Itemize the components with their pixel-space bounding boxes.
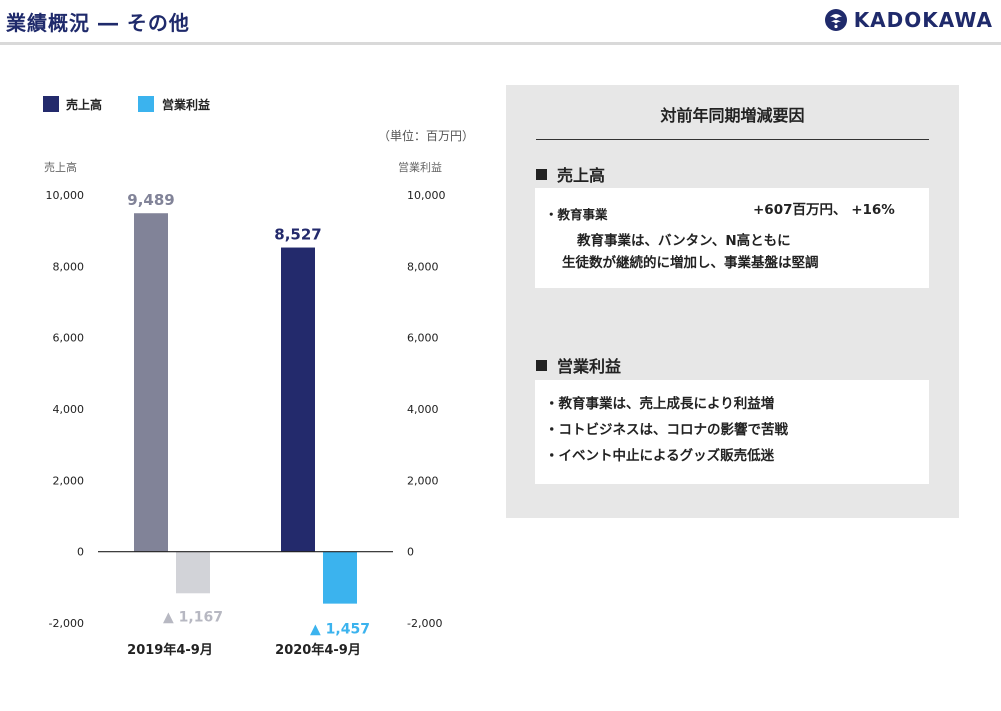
data-label-sales: 8,527 bbox=[274, 226, 321, 244]
sales-heading-text: 売上高 bbox=[557, 166, 606, 185]
y-axis-right: 10,000 8,000 6,000 4,000 2,000 0 -2,000 bbox=[407, 189, 446, 630]
x-category-label: 2019年4-9月 bbox=[127, 642, 213, 658]
y-tick-label-left: 8,000 bbox=[53, 260, 85, 273]
y-tick-label-left: 0 bbox=[77, 546, 84, 559]
sales-details-box: ・教育事業 +607百万円、 +16% 教育事業は、バンタン、N高ともに 生徒数… bbox=[535, 188, 929, 288]
x-axis-categories: 2019年4-9月 2020年4-9月 bbox=[127, 642, 361, 658]
legend-label-sales: 売上高 bbox=[66, 97, 102, 112]
bar-chart: 売上高 営業利益 （単位：百万円） 売上高 営業利益 10,000 8,000 6,… bbox=[43, 96, 474, 658]
data-label-operating-profit: ▲ 1,457 bbox=[310, 622, 370, 638]
y-axis-title-left: 売上高 bbox=[44, 160, 77, 174]
data-label-operating-profit: ▲ 1,167 bbox=[163, 609, 223, 625]
y-tick-label-right: 4,000 bbox=[407, 403, 439, 416]
y-tick-label-left: 6,000 bbox=[53, 332, 85, 345]
profit-item: ・教育事業は、売上成長により利益増 bbox=[545, 396, 775, 412]
profit-heading-text: 営業利益 bbox=[557, 357, 622, 376]
profit-item: ・イベント中止によるグッズ販売低迷 bbox=[545, 448, 775, 464]
y-axis-title-right: 営業利益 bbox=[398, 160, 442, 174]
bar-operating-profit bbox=[176, 551, 210, 594]
y-tick-label-right: -2,000 bbox=[407, 617, 442, 630]
header: 業績概況 ― その他 KADOKAWA bbox=[0, 0, 1001, 46]
square-bullet-icon bbox=[536, 359, 547, 371]
y-tick-label-right: 6,000 bbox=[407, 332, 439, 345]
unit-label: （単位：百万円） bbox=[378, 128, 474, 143]
profit-item: ・コトビジネスは、コロナの影響で苦戦 bbox=[545, 422, 788, 438]
y-tick-label-left: 2,000 bbox=[53, 474, 85, 487]
header-divider bbox=[0, 42, 1001, 45]
y-tick-label-left: 4,000 bbox=[53, 403, 85, 416]
square-bullet-icon bbox=[536, 168, 547, 180]
logo: KADOKAWA bbox=[824, 8, 993, 32]
y-tick-label-right: 0 bbox=[407, 546, 414, 559]
sales-item-label: ・教育事業 bbox=[545, 207, 608, 222]
kadokawa-emblem-icon bbox=[824, 9, 847, 31]
profit-details-box: ・教育事業は、売上成長により利益増 ・コトビジネスは、コロナの影響で苦戦 ・イベ… bbox=[535, 380, 929, 484]
bar-sales bbox=[281, 247, 315, 552]
sales-section-heading: 売上高 bbox=[536, 162, 605, 186]
y-tick-label-left: 10,000 bbox=[46, 189, 85, 202]
y-axis-left: 10,000 8,000 6,000 4,000 2,000 0 -2,000 bbox=[46, 189, 85, 630]
sales-item-value: +607百万円、 +16% bbox=[753, 202, 895, 218]
legend-swatch-sales bbox=[43, 96, 59, 112]
sales-detail-line-2: 生徒数が継続的に増加し、事業基盤は堅調 bbox=[562, 255, 819, 271]
panel-title: 対前年同期増減要因 bbox=[660, 106, 805, 125]
factors-panel: 対前年同期増減要因 売上高 ・教育事業 +607百万円、 +16% 教育事業は、… bbox=[506, 85, 959, 518]
page-title: 業績概況 ― その他 bbox=[6, 11, 190, 35]
data-label-sales: 9,489 bbox=[127, 191, 174, 209]
bar-operating-profit bbox=[323, 551, 357, 604]
panel-divider bbox=[536, 139, 929, 140]
y-tick-label-left: -2,000 bbox=[49, 617, 84, 630]
legend-label-operating-profit: 営業利益 bbox=[162, 97, 210, 112]
y-tick-label-right: 2,000 bbox=[407, 474, 439, 487]
bars bbox=[134, 213, 357, 604]
legend-swatch-operating-profit bbox=[138, 96, 154, 112]
sales-detail-line-1: 教育事業は、バンタン、N高ともに bbox=[577, 233, 791, 249]
profit-section-heading: 営業利益 bbox=[536, 353, 621, 377]
logo-text: KADOKAWA bbox=[853, 8, 993, 32]
bar-sales bbox=[134, 213, 168, 552]
y-tick-label-right: 8,000 bbox=[407, 260, 439, 273]
x-category-label: 2020年4-9月 bbox=[275, 642, 361, 658]
value-labels: 9,489 ▲ 1,167 8,527 ▲ 1,457 bbox=[127, 191, 370, 637]
y-tick-label-right: 10,000 bbox=[407, 189, 446, 202]
